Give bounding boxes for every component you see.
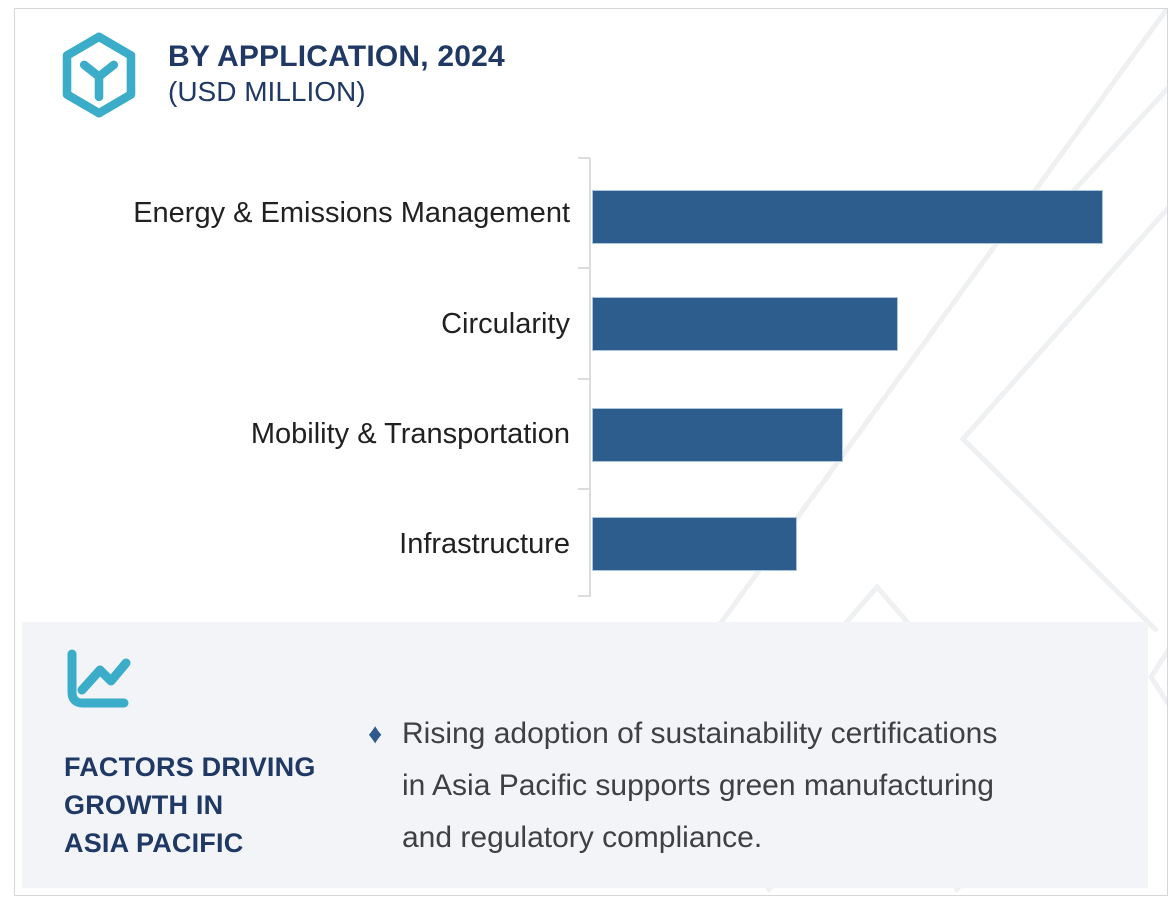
line-chart-icon xyxy=(67,649,131,708)
category-label-infrastructure: Infrastructure xyxy=(399,527,570,560)
axis-tick xyxy=(578,267,590,269)
bar-mobility-transportation xyxy=(592,408,843,462)
chart-title: BY APPLICATION, 2024 xyxy=(168,40,505,73)
factors-panel: FACTORS DRIVING GROWTH IN ASIA PACIFIC ♦… xyxy=(22,622,1148,888)
category-label-circularity: Circularity xyxy=(441,307,570,340)
hexagon-cube-logo-icon xyxy=(62,32,136,118)
factors-bullet-text: Rising adoption of sustainability certif… xyxy=(402,717,998,854)
diamond-bullet-icon: ♦ xyxy=(368,718,383,749)
axis-tick xyxy=(578,378,590,380)
category-label-mobility-transportation: Mobility & Transportation xyxy=(250,417,570,450)
category-label-energy-emissions: Energy & Emissions Management xyxy=(133,196,570,229)
factors-heading: FACTORS DRIVING GROWTH IN ASIA PACIFIC xyxy=(64,752,316,858)
bar-circularity xyxy=(592,297,898,351)
chart-subtitle: (USD MILLION) xyxy=(168,76,366,107)
axis-tick xyxy=(578,157,590,159)
bar-infrastructure xyxy=(592,517,797,571)
factors-bullet-item: ♦ Rising adoption of sustainability cert… xyxy=(368,708,1128,864)
chart-title-block: BY APPLICATION, 2024 (USD MILLION) xyxy=(168,39,505,109)
bar-energy-emissions-management xyxy=(592,190,1103,244)
axis-tick xyxy=(578,595,590,597)
infographic-frame: BY APPLICATION, 2024 (USD MILLION) Energ… xyxy=(14,8,1168,896)
axis-tick xyxy=(578,488,590,490)
y-axis-line xyxy=(589,158,591,597)
